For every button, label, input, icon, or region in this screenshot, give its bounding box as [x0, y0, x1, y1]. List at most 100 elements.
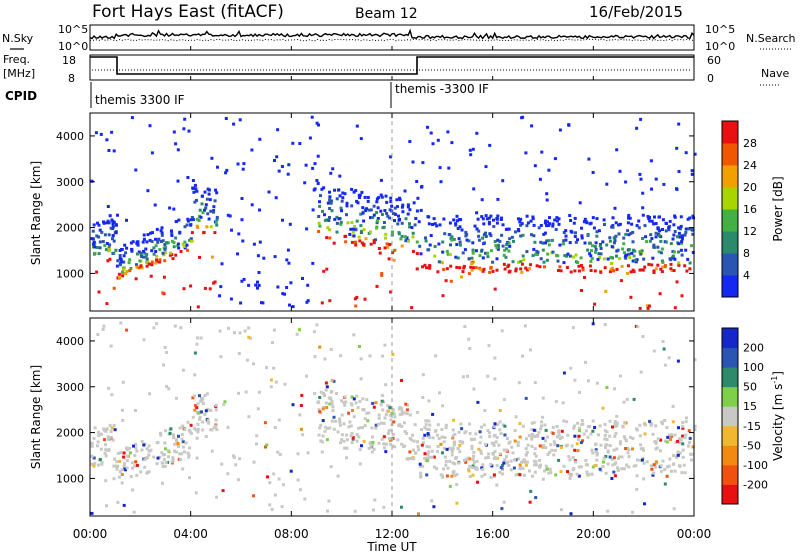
data-cell	[679, 438, 683, 442]
data-cell	[653, 215, 656, 219]
data-cell	[295, 332, 299, 336]
data-cell	[675, 187, 679, 191]
data-cell	[389, 196, 393, 200]
data-cell	[625, 463, 629, 467]
data-cell	[209, 225, 213, 229]
data-cell	[636, 325, 640, 329]
data-cell	[464, 234, 468, 238]
data-cell	[508, 244, 512, 248]
data-cell	[277, 418, 281, 422]
data-cell	[673, 230, 677, 233]
data-cell	[313, 392, 317, 396]
data-cell	[161, 465, 165, 469]
data-cell	[514, 415, 518, 419]
data-cell	[390, 230, 394, 234]
data-cell	[164, 461, 168, 465]
data-cell	[563, 254, 567, 257]
data-cell	[106, 205, 110, 208]
data-cell	[328, 299, 332, 303]
data-cell	[525, 450, 529, 454]
data-cell	[388, 413, 392, 417]
colorbar-tick-label: 16	[743, 203, 757, 216]
data-cell	[646, 306, 650, 310]
data-cell	[556, 254, 560, 258]
data-cell	[531, 215, 535, 219]
data-cell	[380, 272, 384, 275]
data-cell	[617, 223, 621, 227]
data-cell	[673, 257, 677, 261]
data-cell	[546, 453, 550, 456]
data-cell	[500, 233, 504, 237]
data-cell	[650, 237, 654, 241]
data-cell	[591, 451, 595, 455]
data-cell	[142, 255, 146, 259]
data-cell	[105, 427, 109, 431]
data-cell	[93, 461, 97, 465]
data-cell	[107, 386, 111, 390]
data-cell	[394, 212, 397, 216]
cpid-text-1: themis 3300 IF	[95, 93, 185, 107]
data-cell	[408, 208, 412, 212]
data-cell	[540, 424, 543, 428]
data-cell	[241, 167, 245, 171]
data-cell	[383, 343, 387, 347]
data-cell	[564, 444, 568, 448]
data-cell	[445, 447, 449, 451]
data-cell	[504, 255, 508, 259]
data-cell	[330, 419, 334, 423]
data-cell	[639, 370, 643, 374]
data-cell	[113, 457, 117, 461]
data-cell	[329, 201, 333, 205]
data-cell	[463, 325, 467, 328]
data-cell	[90, 441, 94, 445]
data-cell	[362, 242, 366, 246]
data-cell	[535, 463, 539, 467]
y-tick-label: 2000	[56, 427, 84, 440]
data-cell	[514, 267, 518, 271]
data-cell	[321, 419, 325, 423]
data-cell	[521, 233, 525, 237]
data-cell	[372, 213, 376, 217]
power-colorbar	[722, 121, 738, 298]
data-cell	[524, 453, 528, 457]
data-cell	[426, 248, 430, 252]
data-cell	[501, 463, 505, 467]
data-cell	[582, 432, 586, 436]
data-cell	[210, 156, 214, 160]
data-cell	[223, 400, 227, 404]
data-cell	[693, 428, 697, 432]
data-cell	[366, 419, 370, 423]
data-cell	[521, 459, 525, 463]
data-cell	[544, 464, 548, 468]
data-cell	[512, 239, 515, 243]
data-cell	[249, 336, 252, 340]
data-cell	[482, 267, 486, 271]
colorbar-tick-label: 28	[743, 137, 757, 150]
data-cell	[511, 260, 515, 264]
data-cell	[313, 355, 317, 359]
data-cell	[145, 264, 149, 268]
data-cell	[198, 417, 201, 421]
data-cell	[459, 218, 463, 222]
data-cell	[207, 192, 211, 196]
velocity-heatmap	[90, 321, 697, 516]
data-cell	[599, 270, 603, 274]
data-cell	[662, 182, 666, 186]
data-cell	[608, 270, 612, 274]
data-cell	[533, 452, 537, 456]
power-y-label: Slant Range [km]	[29, 161, 43, 265]
data-cell	[306, 451, 310, 455]
data-cell	[125, 448, 129, 452]
data-cell	[656, 245, 660, 249]
data-cell	[541, 396, 545, 400]
data-cell	[371, 441, 375, 444]
data-cell	[403, 430, 407, 433]
data-cell	[150, 151, 154, 155]
data-cell	[612, 448, 616, 452]
data-cell	[491, 260, 495, 264]
data-cell	[468, 464, 472, 468]
data-cell	[569, 474, 573, 478]
data-cell	[661, 228, 664, 231]
data-cell	[112, 286, 116, 290]
data-cell	[317, 221, 321, 225]
